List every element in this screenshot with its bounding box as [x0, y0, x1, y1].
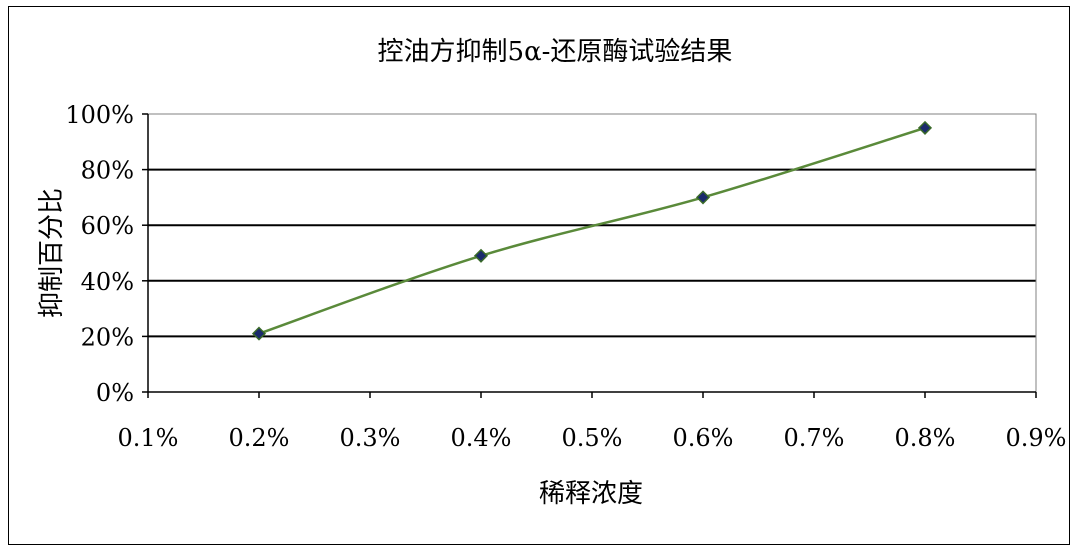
x-tick-label: 0.4% [451, 424, 512, 452]
data-point [473, 248, 489, 263]
y-tick-label: 100% [65, 101, 134, 129]
series [251, 120, 933, 341]
plot-border [147, 113, 1037, 393]
data-point [251, 326, 267, 341]
y-axis: 0% 20% 40% 60% 80% 100% [65, 101, 149, 407]
y-axis-label: 抑制百分比 [37, 188, 67, 318]
y-tick-label: 80% [81, 157, 134, 185]
chart-title: 控油方抑制5α-还原酶试验结果 [378, 37, 733, 67]
x-tick-label: 0.1% [118, 424, 179, 452]
y-tick-label: 20% [81, 323, 134, 351]
x-axis-label: 稀释浓度 [539, 479, 643, 509]
grid [148, 168, 1036, 338]
x-axis: 0.1% 0.2% 0.3% 0.4% 0.5% 0.6% 0.7% 0.8% 0.9% [118, 391, 1067, 452]
y-tick-label: 0% [96, 379, 134, 407]
plot-area [147, 113, 1037, 393]
y-tick-label: 60% [81, 212, 134, 240]
x-tick-label: 0.7% [784, 424, 845, 452]
data-point [917, 120, 933, 135]
y-tick-label: 40% [81, 268, 134, 296]
x-tick-label: 0.6% [673, 424, 734, 452]
x-tick-label: 0.3% [340, 424, 401, 452]
chart-frame [8, 6, 1070, 545]
x-tick-label: 0.5% [562, 424, 623, 452]
x-tick-label: 0.9% [1006, 424, 1067, 452]
series-line [258, 126, 926, 335]
x-tick-label: 0.8% [895, 424, 956, 452]
x-tick-label: 0.2% [229, 424, 290, 452]
data-point [695, 190, 711, 205]
